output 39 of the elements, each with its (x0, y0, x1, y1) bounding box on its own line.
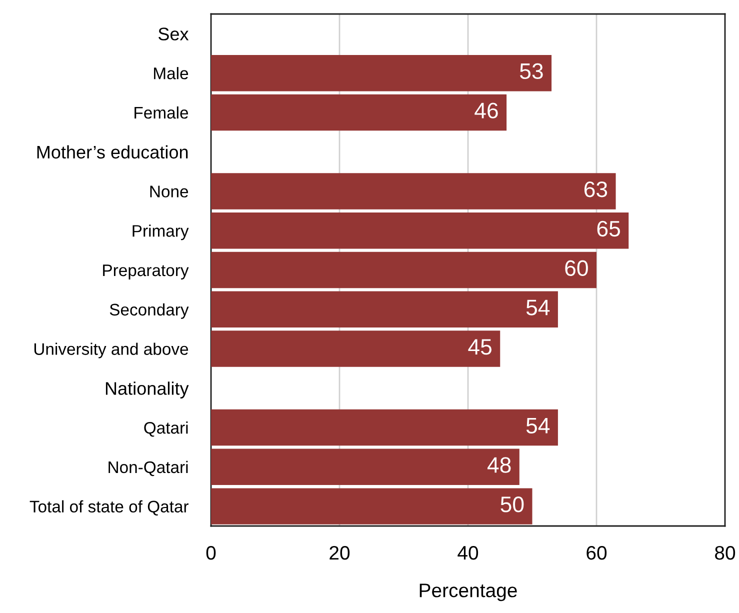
y-tick-label: Nationality (106, 382, 189, 398)
x-axis-title: Percentage (420, 584, 517, 602)
data-label: 63 (584, 181, 608, 198)
data-label: 65 (597, 220, 620, 237)
y-tick-label: Sex (158, 28, 189, 40)
y-tick-label: Preparatory (103, 264, 189, 280)
data-label: 46 (474, 102, 498, 118)
y-tick-label: Primary (132, 224, 189, 240)
y-tick-label: University and above (34, 342, 188, 358)
data-label: 60 (565, 260, 588, 276)
data-label: 45 (468, 339, 492, 355)
data-label: 50 (500, 496, 524, 512)
x-tick-label: 40 (458, 546, 478, 560)
y-tick-label: Total of state of Qatar (30, 500, 189, 516)
y-tick-label: Mother’s education (37, 145, 188, 159)
data-label: 53 (520, 63, 543, 80)
bar (211, 448, 520, 486)
bar (211, 94, 507, 131)
bar (211, 291, 558, 328)
x-tick-label: 80 (715, 546, 736, 560)
y-tick-label: None (150, 186, 188, 198)
bar (211, 173, 616, 210)
x-tick-label: 20 (330, 546, 350, 560)
data-label: 54 (526, 300, 550, 316)
y-tick-label: Female (134, 106, 188, 119)
x-tick-label: 0 (206, 546, 216, 560)
x-tick-label: 60 (586, 546, 607, 560)
data-label: 54 (526, 418, 550, 434)
data-label: 48 (487, 457, 511, 473)
bar (211, 330, 500, 367)
bar (211, 212, 629, 249)
y-tick-label: Secondary (110, 303, 189, 319)
y-tick-label: Male (154, 67, 188, 80)
bar (211, 252, 596, 288)
bar (211, 488, 532, 524)
bar (211, 409, 558, 446)
y-tick-label: Qatari (144, 422, 188, 437)
y-tick-label: Non-Qatari (108, 460, 188, 476)
bar (211, 54, 552, 92)
